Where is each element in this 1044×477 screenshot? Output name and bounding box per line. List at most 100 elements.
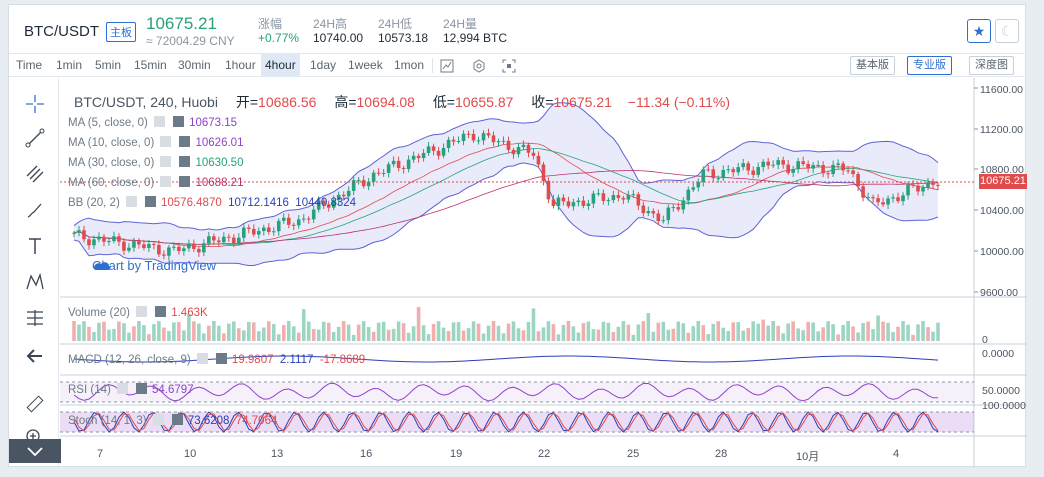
- settings-icon[interactable]: [196, 353, 208, 364]
- settings-icon[interactable]: [160, 176, 172, 187]
- text-icon[interactable]: [23, 234, 47, 258]
- settings-icon[interactable]: [136, 306, 148, 317]
- candle-body: [162, 254, 166, 256]
- candle-body: [341, 194, 346, 197]
- volume-bar: [162, 327, 166, 341]
- close-icon[interactable]: [179, 156, 191, 167]
- candle-body: [107, 241, 111, 243]
- candle-body: [571, 202, 576, 207]
- close-icon[interactable]: [171, 414, 183, 425]
- close-icon[interactable]: [155, 306, 167, 317]
- volume-bar: [681, 323, 686, 341]
- close-icon[interactable]: [179, 136, 191, 147]
- tf-1mon[interactable]: 1mon: [394, 58, 425, 72]
- candle-body: [691, 187, 696, 190]
- tf-1day[interactable]: 1day: [310, 58, 337, 72]
- candle-body: [311, 209, 316, 220]
- volume-bar: [641, 321, 646, 341]
- candle-body: [207, 236, 211, 244]
- volume-bar: [232, 321, 236, 341]
- view-pro-button[interactable]: 专业版: [907, 56, 952, 75]
- volume-bar: [286, 321, 291, 341]
- candle-body: [756, 166, 761, 175]
- volume-bar: [326, 322, 331, 341]
- tf-1hour[interactable]: 1hour: [225, 58, 256, 72]
- tf-30min[interactable]: 30min: [178, 58, 211, 72]
- view-depth-button[interactable]: 深度图: [969, 56, 1014, 75]
- favorite-star-icon[interactable]: ★: [967, 19, 991, 43]
- back-arrow-icon[interactable]: [23, 344, 47, 368]
- tradingview-watermark[interactable]: Chart by TradingView: [92, 258, 217, 273]
- candle-body: [446, 139, 451, 148]
- settings-icon[interactable]: [160, 156, 172, 167]
- volume-bar: [531, 308, 536, 341]
- crosshair-icon[interactable]: [23, 92, 47, 116]
- volume-bar: [251, 322, 256, 341]
- volume-bar: [626, 324, 631, 341]
- candle-body: [261, 227, 266, 232]
- volume-bar: [187, 314, 191, 341]
- candle-body: [316, 200, 321, 210]
- price-chart[interactable]: BTC/USDT, 240, Huobi 开=10686.56 高=10694.…: [60, 78, 1027, 468]
- volume-bar: [256, 331, 261, 341]
- indicator-icon[interactable]: [437, 56, 457, 76]
- tf-1min[interactable]: 1min: [56, 58, 83, 72]
- view-basic-button[interactable]: 基本版: [850, 56, 895, 75]
- tf-5min[interactable]: 5min: [95, 58, 122, 72]
- candle-body: [801, 161, 805, 164]
- brush-icon[interactable]: [23, 198, 47, 222]
- settings-icon[interactable]: [152, 414, 164, 425]
- settings-icon[interactable]: [116, 383, 128, 394]
- close-icon[interactable]: [172, 116, 184, 127]
- settings-icon[interactable]: [469, 56, 489, 76]
- candle-body: [232, 237, 236, 244]
- volume-bar: [237, 328, 241, 341]
- candle-body: [361, 180, 366, 187]
- collapse-chevron-down-icon[interactable]: [9, 439, 61, 463]
- close-icon[interactable]: [135, 383, 147, 394]
- close-icon[interactable]: [179, 176, 191, 187]
- ruler-icon[interactable]: [23, 392, 47, 416]
- date-tick: 22: [538, 448, 551, 460]
- settings-icon[interactable]: [160, 136, 172, 147]
- trendline-icon[interactable]: [23, 126, 47, 150]
- pattern-icon[interactable]: [23, 270, 47, 294]
- volume-bar: [811, 322, 815, 341]
- pitchfork-icon[interactable]: [23, 162, 47, 186]
- volume-bar: [182, 330, 186, 341]
- measure-icon[interactable]: [23, 306, 47, 330]
- tf-time[interactable]: Time: [16, 58, 43, 72]
- candle-body: [227, 236, 231, 238]
- candle-body: [761, 161, 766, 167]
- tf-1week[interactable]: 1week: [348, 58, 383, 72]
- candle-body: [836, 163, 840, 165]
- volume-bar: [896, 326, 900, 341]
- volume-bar: [741, 330, 746, 341]
- close-icon[interactable]: [215, 353, 227, 364]
- moon-icon[interactable]: ☾: [995, 19, 1019, 43]
- tf-15min[interactable]: 15min: [134, 58, 167, 72]
- candle-body: [376, 172, 381, 174]
- volume-bar: [406, 332, 411, 341]
- volume-bar: [157, 321, 161, 341]
- legend-symbol[interactable]: BTC/USDT, 240, Huobi: [74, 94, 218, 110]
- price-tick: 11200.00: [980, 124, 1024, 136]
- candle-body: [386, 164, 391, 173]
- candle-body: [526, 144, 531, 153]
- candle-body: [172, 246, 176, 248]
- candle-body: [851, 170, 855, 175]
- tf-4hour[interactable]: 4hour: [261, 54, 300, 77]
- volume-bar: [227, 323, 231, 341]
- volume-bar: [127, 332, 131, 341]
- stat-volume: 24H量 12,994 BTC: [443, 17, 508, 45]
- ma10-legend: MA (10, close, 0) 10626.01: [68, 136, 244, 149]
- settings-icon[interactable]: [125, 196, 137, 207]
- candle-body: [291, 224, 296, 226]
- candle-body: [676, 207, 681, 210]
- candle-body: [441, 147, 446, 156]
- volume-bar: [651, 331, 656, 341]
- fullscreen-icon[interactable]: [499, 56, 519, 76]
- candle-body: [416, 155, 421, 159]
- settings-icon[interactable]: [153, 116, 165, 127]
- close-icon[interactable]: [144, 196, 156, 207]
